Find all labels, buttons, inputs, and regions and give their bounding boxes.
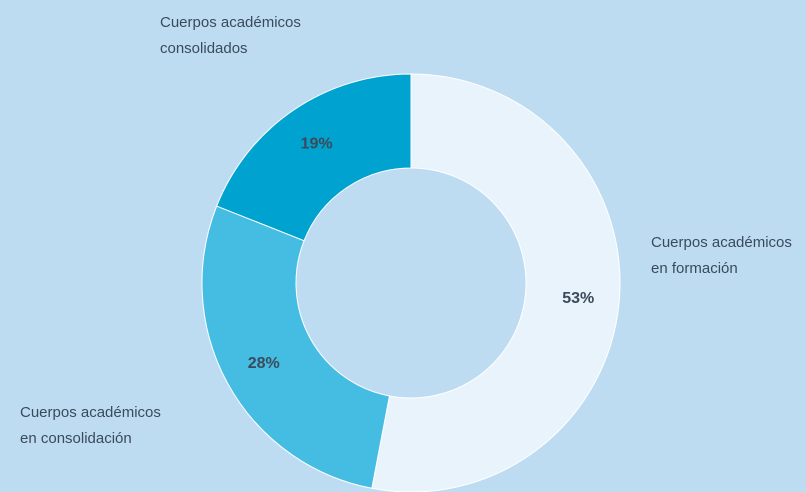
donut-segment <box>371 73 621 492</box>
donut-segment <box>216 73 412 242</box>
value-label: 19% <box>301 135 333 152</box>
category-label: Cuerpos académicos consolidados <box>160 14 301 57</box>
value-label: 28% <box>248 355 280 372</box>
category-label: Cuerpos académicos en consolidación <box>20 404 161 447</box>
category-label: Cuerpos académicos en formación <box>651 234 792 277</box>
value-label: 53% <box>562 290 594 307</box>
donut-segment <box>201 205 391 489</box>
